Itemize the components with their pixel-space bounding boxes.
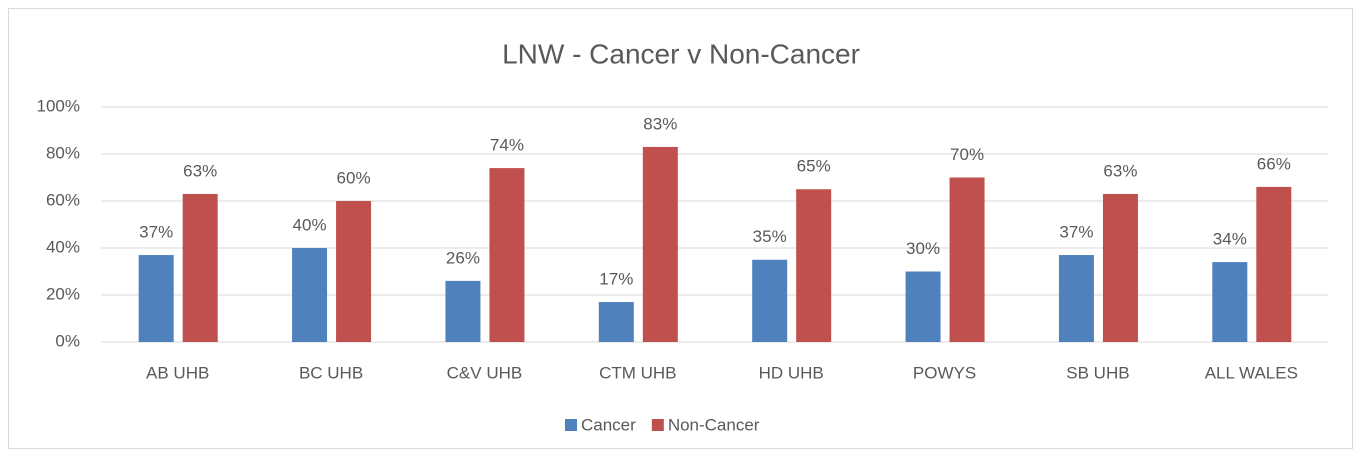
bar [1212,262,1248,342]
value-label: 26% [446,248,480,267]
y-tick-label: 20% [46,284,80,303]
x-tick-label: AB UHB [146,363,209,382]
value-label: 37% [139,223,173,242]
legend-label: Non-Cancer [668,415,760,434]
value-label: 30% [906,239,940,258]
y-tick-label: 80% [46,143,80,162]
value-label: 40% [293,215,327,234]
bar [445,280,481,342]
value-label: 63% [183,161,217,180]
bar [905,271,941,342]
x-tick-label: CTM UHB [599,363,676,382]
y-tick-label: 40% [46,237,80,256]
value-label: 70% [950,145,984,164]
value-label: 65% [797,157,831,176]
value-label: 17% [599,270,633,289]
y-tick-label: 0% [55,331,80,350]
x-tick-label: BC UHB [299,363,363,382]
value-label: 83% [643,114,677,133]
value-label: 35% [753,227,787,246]
value-label: 34% [1213,230,1247,249]
value-label: 66% [1257,154,1291,173]
bar [336,201,372,342]
x-tick-label: ALL WALES [1205,363,1298,382]
x-tick-label: SB UHB [1066,363,1129,382]
bar [1256,186,1292,342]
bar [138,255,174,342]
y-tick-label: 100% [37,96,80,115]
x-tick-label: C&V UHB [447,363,523,382]
y-tick-label: 60% [46,190,80,209]
bar [796,189,832,342]
legend-swatch [651,419,664,431]
bar [598,302,634,342]
x-tick-label: POWYS [913,363,976,382]
value-label: 37% [1059,223,1093,242]
bar [1058,255,1094,342]
bar [752,259,788,342]
value-label: 63% [1103,161,1137,180]
legend-swatch [565,419,577,431]
bar [292,248,328,342]
legend-label: Cancer [581,415,636,434]
bar [1102,193,1138,342]
bar [182,193,218,342]
value-label: 60% [337,168,371,187]
bar [489,168,525,342]
value-label: 74% [490,136,524,155]
x-tick-label: HD UHB [759,363,824,382]
bar [949,177,985,342]
chart-title: LNW - Cancer v Non-Cancer [502,38,860,69]
bar [642,146,678,342]
